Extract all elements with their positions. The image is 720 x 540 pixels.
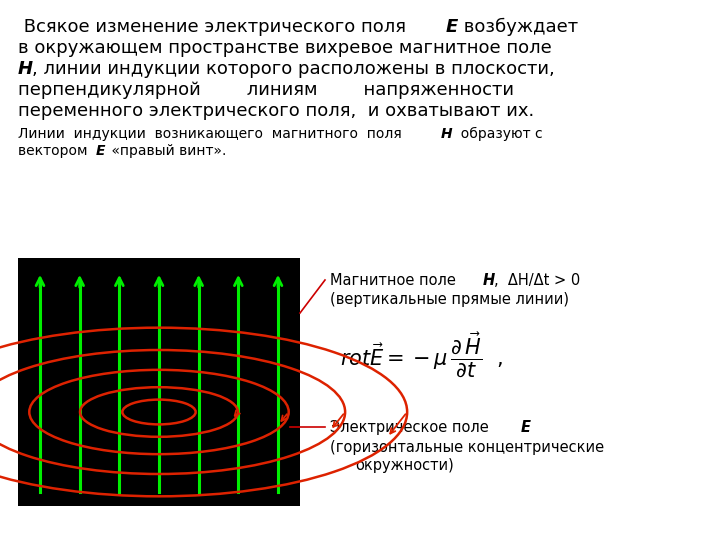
- Text: образуют с: образуют с: [452, 127, 543, 141]
- Text: E: E: [96, 144, 106, 158]
- Text: Всякое изменение электрического поля: Всякое изменение электрического поля: [18, 18, 412, 36]
- Text: ,  ΔH/Δt > 0: , ΔH/Δt > 0: [494, 273, 580, 288]
- Text: H: H: [483, 273, 495, 288]
- Text: Магнитное поле: Магнитное поле: [330, 273, 461, 288]
- Text: вектором: вектором: [18, 144, 96, 158]
- Text: «правый винт».: «правый винт».: [107, 144, 226, 158]
- Text: возбуждает: возбуждает: [458, 18, 578, 36]
- Text: E: E: [446, 18, 458, 36]
- Text: E: E: [521, 420, 531, 435]
- Text: H: H: [441, 127, 453, 141]
- Text: Линии  индукции  возникающего  магнитного  поля: Линии индукции возникающего магнитного п…: [18, 127, 410, 141]
- Text: переменного электрического поля,  и охватывают их.: переменного электрического поля, и охват…: [18, 102, 534, 120]
- Text: $\mathit{rot}\vec{E} = -\mu\,\dfrac{\partial\,\vec{H}}{\partial t}$  ,: $\mathit{rot}\vec{E} = -\mu\,\dfrac{\par…: [340, 330, 503, 379]
- Text: окружности): окружности): [355, 458, 454, 473]
- Text: Электрическое поле: Электрическое поле: [330, 420, 493, 435]
- Text: в окружающем пространстве вихревое магнитное поле: в окружающем пространстве вихревое магни…: [18, 39, 552, 57]
- Text: (вертикальные прямые линии): (вертикальные прямые линии): [330, 292, 569, 307]
- Text: перпендикулярной        линиям        напряженности: перпендикулярной линиям напряженности: [18, 81, 514, 99]
- Text: (горизонтальные концентрические: (горизонтальные концентрические: [330, 440, 604, 455]
- Bar: [18, 258, 300, 506]
- Text: , линии индукции которого расположены в плоскости,: , линии индукции которого расположены в …: [32, 60, 554, 78]
- Text: H: H: [18, 60, 33, 78]
